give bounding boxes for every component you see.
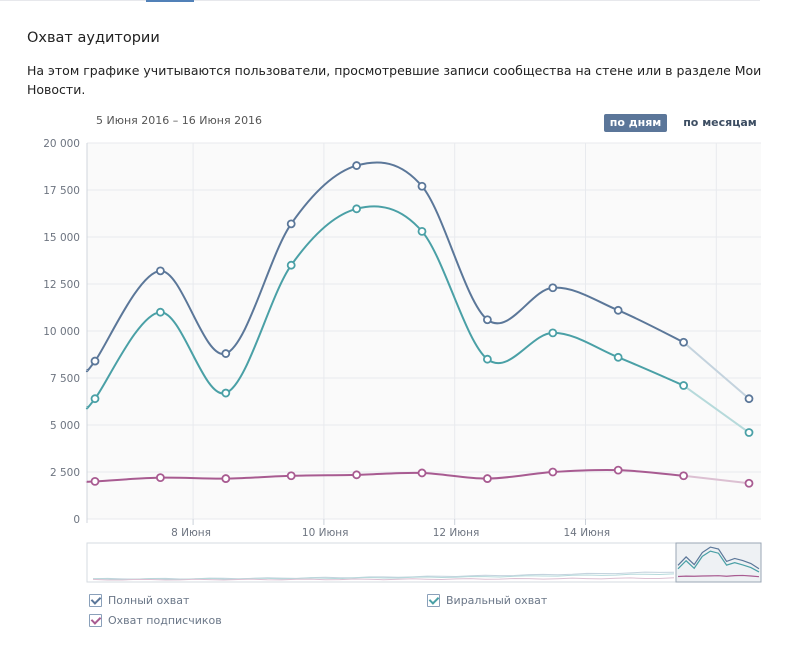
data-point-subscribers	[744, 478, 754, 488]
data-point-subscribers	[155, 473, 165, 483]
y-tick-label: 0	[73, 514, 80, 526]
navigator-line-subscribers	[677, 574, 760, 578]
data-point-full	[548, 283, 558, 293]
data-point-full	[417, 181, 427, 191]
data-point-full	[352, 161, 362, 170]
y-tick-label: 5 000	[50, 420, 80, 432]
x-tick-label: 10 Июня	[302, 527, 349, 539]
subscribers-reach-checkbox[interactable]	[89, 614, 102, 627]
navigator-history-subscribers	[92, 577, 675, 581]
data-point-viral	[155, 307, 165, 317]
date-range-label: 5 Июня 2016 – 16 Июня 2016	[96, 114, 263, 127]
legend-full-label: Полный охват	[108, 594, 190, 607]
data-point-subscribers	[417, 468, 427, 478]
y-tick-label: 20 000	[43, 138, 80, 150]
navigator-frame	[86, 542, 762, 583]
series-line-partial-viral	[683, 384, 750, 434]
y-tick-label: 15 000	[43, 232, 80, 244]
data-point-viral	[744, 428, 754, 437]
full-reach-checkbox[interactable]	[89, 594, 102, 607]
y-tick-label: 17 500	[43, 185, 80, 197]
y-tick-label: 7 500	[50, 373, 80, 385]
data-point-full	[482, 315, 492, 325]
data-point-full	[90, 356, 100, 366]
viral-reach-checkbox[interactable]	[427, 594, 440, 607]
y-tick-label: 12 500	[43, 279, 80, 291]
data-point-subscribers	[548, 467, 558, 477]
by-days-button[interactable]: по дням	[604, 114, 667, 132]
data-point-full	[155, 266, 165, 276]
legend-viral-label: Виральный охват	[446, 594, 548, 607]
x-tick-label: 14 Июня	[564, 527, 611, 539]
data-point-subscribers	[286, 471, 296, 481]
data-point-viral	[679, 381, 688, 390]
data-point-full	[221, 349, 231, 358]
navigator[interactable]	[86, 542, 762, 583]
section-title: Охват аудитории	[27, 30, 160, 46]
by-months-button[interactable]: по месяцам	[683, 116, 757, 129]
data-point-subscribers	[221, 474, 231, 483]
data-point-viral	[417, 226, 427, 236]
data-point-full	[286, 219, 296, 229]
data-point-full	[744, 394, 754, 404]
data-point-full	[679, 337, 688, 347]
series-line-partial-full	[682, 341, 750, 400]
navigator-line-viral	[677, 550, 760, 573]
y-tick-label: 10 000	[43, 326, 80, 338]
data-point-viral	[90, 394, 100, 404]
data-point-viral	[613, 352, 623, 362]
x-tick-label: 8 Июня	[171, 527, 211, 539]
y-tick-label: 2 500	[50, 467, 80, 479]
navigator-line-full	[677, 546, 760, 570]
legend-full-reach[interactable]: Полный охват	[89, 594, 189, 607]
data-point-subscribers	[613, 465, 623, 475]
active-tab-indicator	[146, 0, 194, 2]
data-point-subscribers	[679, 471, 688, 481]
top-divider	[0, 0, 760, 1]
legend-subscribers-label: Охват подписчиков	[108, 614, 222, 627]
data-point-full	[613, 305, 623, 315]
legend-viral-reach[interactable]: Виральный охват	[427, 594, 547, 607]
data-point-viral	[548, 328, 558, 338]
data-point-viral	[286, 260, 296, 270]
x-tick-label: 12 Июня	[433, 527, 480, 539]
data-point-subscribers	[352, 470, 362, 480]
plot-area: 0 2 500 5 000 7 500 10 000 12 500 15 000 17 500…	[43, 138, 761, 539]
legend-subscribers-reach[interactable]: Охват подписчиков	[89, 614, 222, 627]
section-description: На этом графике учитываются пользователи…	[27, 63, 762, 97]
data-point-subscribers	[90, 476, 100, 486]
data-point-viral	[352, 204, 362, 214]
data-point-viral	[482, 354, 492, 364]
data-point-viral	[221, 388, 231, 398]
data-point-subscribers	[482, 474, 492, 483]
